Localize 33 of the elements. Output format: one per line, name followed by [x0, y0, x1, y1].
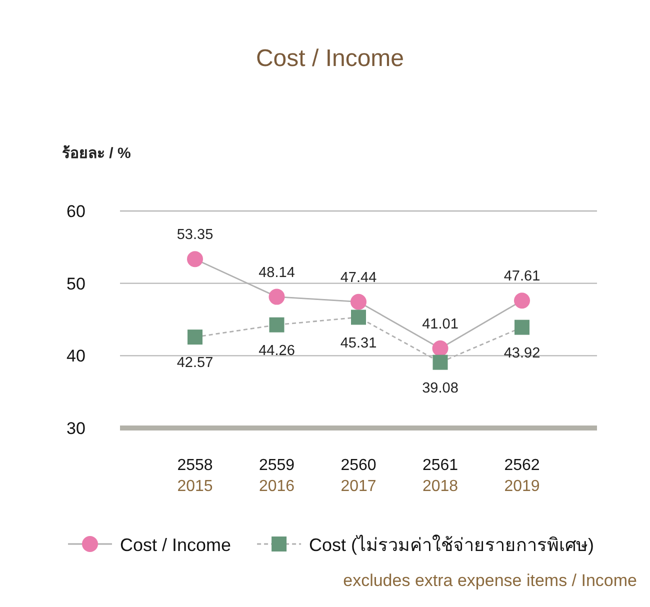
point [350, 294, 366, 310]
data-label: 44.26 [258, 342, 295, 359]
point [269, 317, 284, 332]
point [432, 340, 448, 356]
y-tick-label: 60 [66, 202, 86, 221]
y-tick-label: 40 [66, 346, 86, 366]
data-label: 47.44 [340, 270, 377, 286]
point [187, 251, 203, 268]
point [432, 354, 448, 370]
x-tick-label: 2561 2018 [422, 457, 458, 495]
point [268, 288, 285, 305]
data-label: 39.08 [422, 380, 458, 396]
x-tick-label: 2560 2017 [340, 457, 376, 495]
point [351, 310, 366, 325]
point [514, 292, 530, 309]
data-label: 41.01 [422, 316, 458, 332]
y-axis-title: ร้อยละ / % [62, 145, 131, 162]
point [188, 330, 202, 345]
y-tick-label: 30 [66, 419, 86, 438]
x-tick-label: 2562 2019 [504, 457, 540, 495]
data-label: 45.31 [340, 335, 377, 352]
data-label: 43.92 [504, 345, 540, 362]
legend-label: Cost / Income [120, 535, 232, 555]
y-tick-label: 50 [66, 274, 86, 294]
x-tick-label: 2559 2016 [258, 457, 295, 495]
chart-title: Cost / Income [256, 45, 404, 72]
data-label: 53.35 [176, 227, 214, 244]
data-label: 42.57 [176, 355, 214, 372]
data-label: 48.14 [258, 264, 295, 281]
point [514, 320, 530, 335]
x-tick-label: 2558 2015 [177, 457, 213, 495]
data-label: 47.61 [504, 268, 540, 285]
legend-label: Cost (ไม่รวมค่าใช้จ่ายรายการพิเศษ) excludes extra expense items / Income [309, 534, 637, 590]
